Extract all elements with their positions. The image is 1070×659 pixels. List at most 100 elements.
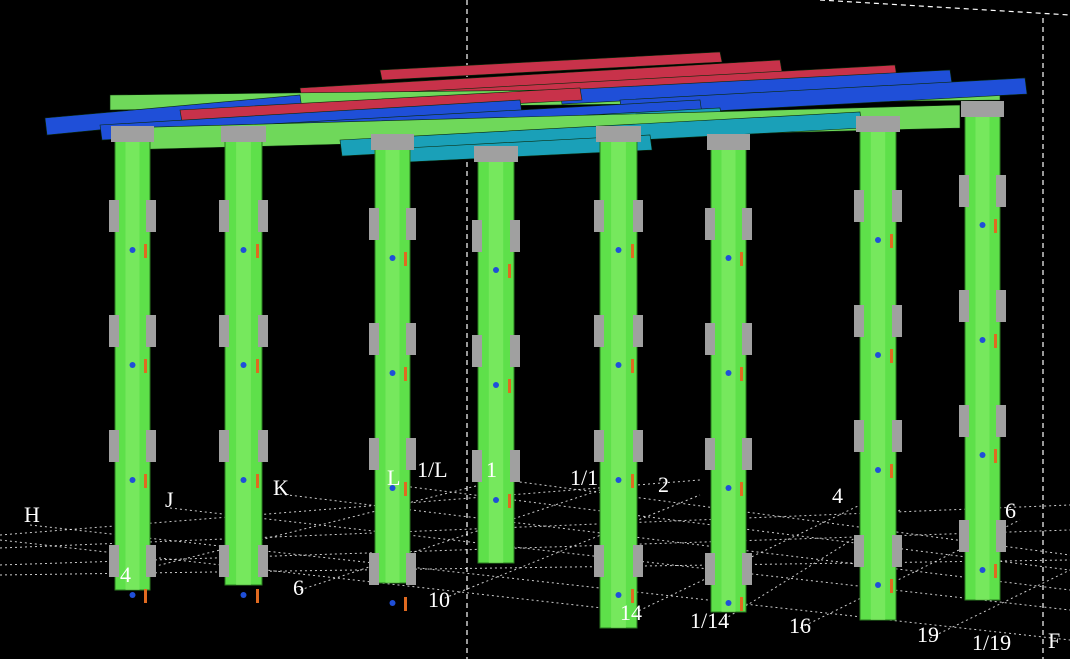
grid-label: 4 [832,483,843,508]
splice-plate [594,545,604,577]
splice-plate [406,323,416,355]
splice-plate [472,335,482,367]
splice-plate [742,553,752,585]
bolt-marker [979,452,986,458]
splice-plate [594,200,604,232]
grid-label: 1 [486,457,497,482]
bolt-marker [875,467,881,473]
splice-plate [854,420,864,452]
bolt-marker [615,477,622,483]
splice-plate [705,553,715,585]
weld-marker [890,464,893,478]
splice-plate [406,553,416,585]
splice-plate [258,315,268,347]
weld-marker [740,252,743,266]
weld-marker [256,244,259,258]
grid-label: L [387,465,400,490]
splice-plate [146,430,156,462]
splice-plate [510,335,520,367]
grid-line [0,479,701,536]
splice-plate [406,208,416,240]
grid-label: 16 [789,613,811,638]
grid-label: 19 [917,622,939,647]
bolt-marker [389,370,396,376]
splice-plate [705,323,715,355]
column-cap-plate [371,134,414,150]
view-boundary-line [819,0,1070,16]
splice-plate [996,290,1006,322]
weld-marker [144,244,147,258]
weld-marker [890,349,893,363]
grid-label: H [24,502,40,527]
grid-label: 1/14 [690,608,729,633]
grid-label: 2 [658,472,669,497]
splice-plate [369,438,379,470]
splice-plate [219,545,229,577]
grid-line [29,524,1070,641]
bolt-marker [129,362,136,368]
column-web [975,115,990,600]
splice-plate [146,200,156,232]
splice-plate [892,305,902,337]
grid-label: J [165,487,174,512]
weld-marker [256,359,259,373]
column-web [385,148,400,583]
splice-plate [633,200,643,232]
column-web [611,140,626,628]
splice-plate [996,175,1006,207]
bolt-marker [725,370,732,376]
splice-plate [109,200,119,232]
weld-marker [256,589,259,603]
splice-plate [892,190,902,222]
weld-marker [144,359,147,373]
column-cap-plate [707,134,750,150]
weld-marker [994,219,997,233]
splice-plate [594,430,604,462]
grid-line [799,519,1021,629]
splice-plate [472,220,482,252]
weld-marker [994,334,997,348]
bolt-marker [979,222,986,228]
weld-marker [631,474,634,488]
grid-label: 1/L [417,457,448,482]
roof-beam [379,51,723,81]
splice-plate [742,438,752,470]
splice-plate [892,535,902,567]
splice-plate [219,315,229,347]
bolt-marker [979,567,986,573]
weld-marker [144,589,147,603]
splice-plate [742,208,752,240]
splice-plate [369,208,379,240]
splice-plate [705,208,715,240]
weld-marker [144,474,147,488]
splice-plate [109,315,119,347]
splice-plate [109,545,119,577]
splice-plate [633,430,643,462]
column-cap-plate [474,146,518,162]
grid-label: 14 [620,600,642,625]
weld-marker [404,597,407,611]
splice-plate [219,430,229,462]
bolt-marker [389,600,396,606]
weld-marker [631,359,634,373]
bolt-marker [725,255,732,261]
bolt-marker [240,362,247,368]
weld-marker [890,234,893,248]
splice-plate [854,535,864,567]
bolt-marker [875,352,881,358]
splice-plate [510,220,520,252]
splice-plate [996,520,1006,552]
splice-plate [472,450,482,482]
weld-marker [256,474,259,488]
splice-plate [258,545,268,577]
column-web [870,130,886,620]
bolt-marker [240,247,247,253]
splice-plate [406,438,416,470]
splice-plate [705,438,715,470]
bolt-marker [493,497,499,503]
splice-plate [742,323,752,355]
bolt-marker [725,485,732,491]
splice-plate [959,175,969,207]
